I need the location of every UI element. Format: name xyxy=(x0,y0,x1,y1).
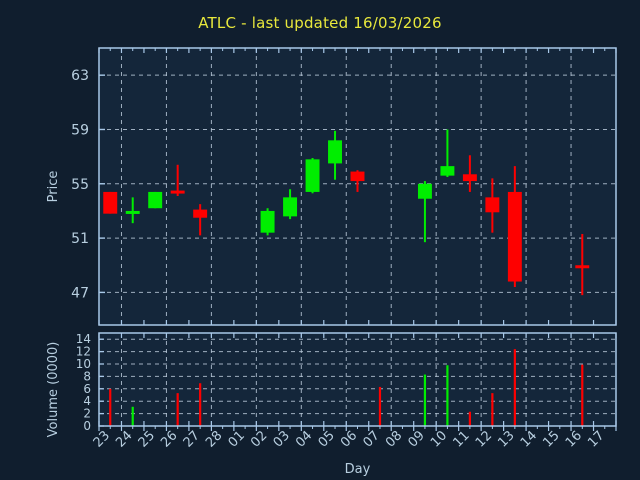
x-tick-label: 17 xyxy=(585,428,607,450)
candle-body xyxy=(305,159,320,192)
price-y-tick-label: 59 xyxy=(71,122,89,138)
candle-body xyxy=(283,197,298,217)
volume-y-tick-label: 6 xyxy=(83,382,91,396)
x-tick-label: 07 xyxy=(360,428,382,450)
volume-y-tick-label: 14 xyxy=(76,332,91,346)
x-tick-label: 09 xyxy=(405,428,427,450)
candle-body xyxy=(462,174,477,182)
x-tick-label: 01 xyxy=(226,428,248,450)
price-axis-title: Price xyxy=(46,171,61,203)
x-tick-label: 08 xyxy=(383,428,405,450)
candle-body xyxy=(440,166,455,176)
price-y-tick-label: 63 xyxy=(71,68,89,84)
candle-body xyxy=(125,210,140,214)
candle-body xyxy=(417,183,432,199)
x-tick-label: 14 xyxy=(518,428,540,450)
chart-title: ATLC - last updated 16/03/2026 xyxy=(198,14,442,32)
volume-y-tick-label: 2 xyxy=(83,407,91,421)
x-tick-label: 27 xyxy=(181,428,203,450)
candle-body xyxy=(328,140,342,164)
x-tick-label: 11 xyxy=(450,428,472,450)
candle-body xyxy=(485,197,500,213)
x-tick-label: 04 xyxy=(293,428,315,450)
x-tick-label: 05 xyxy=(316,428,338,450)
x-tick-label: 25 xyxy=(136,428,158,450)
x-tick-label: 15 xyxy=(540,428,562,450)
x-tick-label: 10 xyxy=(428,428,450,450)
x-tick-label: 16 xyxy=(563,428,585,450)
x-tick-label: 12 xyxy=(473,428,495,450)
x-tick-label: 06 xyxy=(338,428,360,450)
x-tick-label: 26 xyxy=(158,428,180,450)
price-y-tick-label: 55 xyxy=(71,177,89,193)
volume-y-tick-label: 10 xyxy=(76,357,91,371)
candle-body xyxy=(193,209,208,218)
x-axis-title: Day xyxy=(345,462,371,477)
x-tick-label: 02 xyxy=(248,428,270,450)
candle-body xyxy=(170,190,185,194)
candle-body xyxy=(350,171,365,182)
candle-body xyxy=(148,191,163,209)
x-tick-label: 28 xyxy=(203,428,225,450)
volume-axis-title: Volume (0000) xyxy=(46,342,61,438)
x-tick-label: 13 xyxy=(495,428,517,450)
candle-body xyxy=(507,191,522,282)
candle-body xyxy=(103,191,118,214)
volume-y-tick-label: 0 xyxy=(83,419,91,433)
price-y-tick-label: 51 xyxy=(71,231,89,247)
candle-body xyxy=(575,265,590,269)
x-tick-label: 23 xyxy=(91,428,113,450)
volume-y-tick-label: 12 xyxy=(76,345,91,359)
volume-y-tick-label: 4 xyxy=(83,394,91,408)
price-y-tick-label: 47 xyxy=(71,285,89,301)
volume-y-tick-label: 8 xyxy=(83,369,91,383)
x-tick-label: 03 xyxy=(271,428,293,450)
candle-body xyxy=(260,210,275,233)
volume-panel-background xyxy=(99,333,616,426)
x-tick-label: 24 xyxy=(113,428,135,450)
